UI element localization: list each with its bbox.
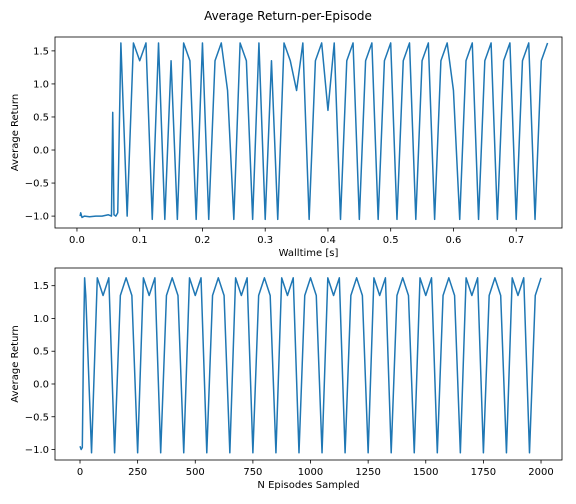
x-tick-label: 0.3 <box>257 235 273 246</box>
y-tick-label: −0.5 <box>25 179 49 190</box>
x-tick-label: 0.4 <box>320 235 336 246</box>
x-tick-label: 0.2 <box>195 235 211 246</box>
x-tick-label: 0.7 <box>508 235 524 246</box>
y-tick-label: −1.0 <box>25 212 49 223</box>
y-tick-label: 0.5 <box>33 347 49 358</box>
y-tick-label: 0.0 <box>33 146 49 157</box>
y-tick-label: 1.5 <box>33 46 49 57</box>
x-axis-label: Walltime [s] <box>279 248 339 259</box>
x-tick-label: 1000 <box>298 467 323 478</box>
axes-frame <box>54 267 563 461</box>
y-tick-label: 0.0 <box>33 379 49 390</box>
y-tick-label: 1.0 <box>33 314 49 325</box>
x-tick-label: 750 <box>243 467 262 478</box>
y-tick-label: −0.5 <box>25 412 49 423</box>
x-tick-label: 0.1 <box>132 235 148 246</box>
line <box>79 42 549 221</box>
x-tick-label: 500 <box>186 467 205 478</box>
y-axis-label: Average Return <box>10 94 21 171</box>
x-tick-label: 1500 <box>413 467 438 478</box>
y-tick-label: −1.0 <box>25 445 49 456</box>
x-tick-label: 1250 <box>355 467 380 478</box>
y-tick-label: 0.5 <box>33 112 49 123</box>
y-axis-label: Average Return <box>10 325 21 402</box>
axes-frame <box>54 36 563 229</box>
x-tick-label: 0.6 <box>445 235 461 246</box>
x-tick-label: 0.0 <box>69 235 85 246</box>
figure-title: Average Return-per-Episode <box>204 9 372 23</box>
x-axis-label: N Episodes Sampled <box>257 480 359 491</box>
x-tick-label: 1750 <box>471 467 496 478</box>
x-tick-label: 2000 <box>528 467 553 478</box>
line <box>79 277 542 454</box>
y-tick-label: 1.5 <box>33 281 49 292</box>
x-tick-label: 250 <box>128 467 147 478</box>
x-tick-label: 0 <box>77 467 83 478</box>
y-tick-label: 1.0 <box>33 79 49 90</box>
x-tick-label: 0.5 <box>383 235 399 246</box>
